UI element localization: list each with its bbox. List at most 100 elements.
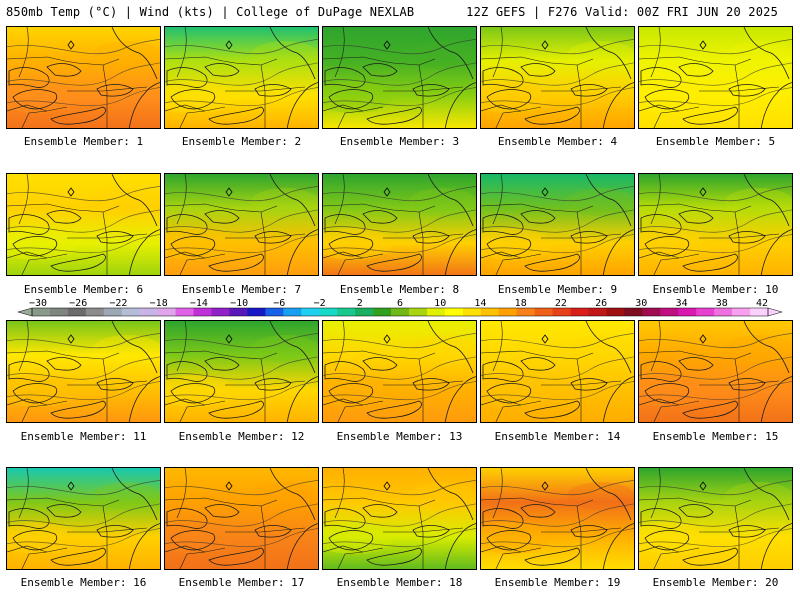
ensemble-member-map xyxy=(164,320,319,423)
station-marker-icon xyxy=(699,334,707,344)
station-marker-icon xyxy=(699,40,707,50)
temperature-field xyxy=(165,27,318,128)
temperature-field xyxy=(639,27,792,128)
colorbar-swatch xyxy=(283,308,302,316)
colorbar-swatch xyxy=(301,308,320,316)
map-outlines xyxy=(481,174,634,275)
height-contours xyxy=(639,479,792,548)
station-marker-icon xyxy=(383,187,391,197)
colorbar-swatch xyxy=(157,308,177,316)
colorbar-min-arrow xyxy=(17,307,33,317)
ensemble-member-map xyxy=(322,26,477,129)
height-contours xyxy=(323,332,476,401)
ensemble-member-label: Ensemble Member: 4 xyxy=(497,135,618,148)
station-marker-icon xyxy=(225,481,233,491)
model-run-info: 12Z GEFS | F276 Valid: 00Z FRI JUN 20 20… xyxy=(466,5,778,19)
map-outlines xyxy=(481,321,634,422)
colorbar-tick-label: −18 xyxy=(150,298,168,309)
temperature-field xyxy=(7,321,160,422)
colorbar-tick-label: 22 xyxy=(555,298,567,309)
station-marker-icon xyxy=(541,187,549,197)
station-marker-icon xyxy=(383,40,391,50)
colorbar-swatch xyxy=(193,308,212,316)
colorbar-swatch xyxy=(552,308,571,316)
colorbar-tick-label: −2 xyxy=(314,298,326,309)
ensemble-member-label: Ensemble Member: 11 xyxy=(20,430,147,443)
ensemble-member-map xyxy=(6,173,161,276)
colorbar-tick-label: −22 xyxy=(109,298,127,309)
ensemble-member-map xyxy=(322,467,477,570)
colorbar-swatch xyxy=(319,308,338,316)
height-contours xyxy=(165,479,318,548)
colorbar-tick-label: −30 xyxy=(29,298,47,309)
ensemble-member-label: Ensemble Member: 3 xyxy=(339,135,460,148)
colorbar-tick-label: −6 xyxy=(273,298,285,309)
colorbar-swatch xyxy=(391,308,410,316)
colorbar-tick-label: −10 xyxy=(230,298,248,309)
colorbar-tick-label: 18 xyxy=(515,298,527,309)
colorbar-swatch xyxy=(516,308,536,316)
ensemble-member-label: Ensemble Member: 8 xyxy=(339,283,460,296)
ensemble-member-label: Ensemble Member: 6 xyxy=(23,283,144,296)
ensemble-member-label: Ensemble Member: 15 xyxy=(652,430,779,443)
ensemble-member-map xyxy=(480,467,635,570)
map-outlines xyxy=(639,468,792,569)
colorbar-tick-label: 26 xyxy=(595,298,607,309)
station-marker-icon xyxy=(225,40,233,50)
colorbar-swatch xyxy=(121,308,141,316)
map-outlines xyxy=(639,174,792,275)
height-contours xyxy=(165,38,318,107)
station-marker-icon xyxy=(225,334,233,344)
map-outlines xyxy=(481,27,634,128)
colorbar-swatch xyxy=(247,308,266,316)
colorbar-swatch xyxy=(714,308,733,316)
station-marker-icon xyxy=(67,40,75,50)
colorbar-tick-label: 14 xyxy=(474,298,486,309)
colorbar-swatch xyxy=(462,308,482,316)
colorbar-swatch xyxy=(498,308,518,316)
colorbar-swatch xyxy=(355,308,374,316)
temperature-field xyxy=(639,321,792,422)
ensemble-member-label: Ensemble Member: 2 xyxy=(181,135,302,148)
height-contours xyxy=(165,185,318,254)
map-outlines xyxy=(481,468,634,569)
ensemble-member-label: Ensemble Member: 12 xyxy=(178,430,305,443)
ensemble-member-label: Ensemble Member: 18 xyxy=(336,576,463,589)
height-contours xyxy=(481,332,634,401)
height-contours xyxy=(481,185,634,254)
colorbar-tick-label: 30 xyxy=(635,298,647,309)
station-marker-icon xyxy=(699,481,707,491)
ensemble-member-label: Ensemble Member: 1 xyxy=(23,135,144,148)
colorbar-tick-label: 38 xyxy=(716,298,728,309)
ensemble-member-label: Ensemble Member: 14 xyxy=(494,430,621,443)
station-marker-icon xyxy=(541,40,549,50)
map-outlines xyxy=(323,27,476,128)
height-contours xyxy=(323,185,476,254)
ensemble-member-label: Ensemble Member: 13 xyxy=(336,430,463,443)
colorbar-tick-label: 10 xyxy=(434,298,446,309)
temperature-field xyxy=(323,174,476,275)
map-outlines xyxy=(7,321,160,422)
colorbar-tick-label: 6 xyxy=(397,298,403,309)
map-outlines xyxy=(7,174,160,275)
colorbar-swatch xyxy=(373,308,392,316)
colorbar-swatch xyxy=(408,308,428,316)
station-marker-icon xyxy=(541,481,549,491)
station-marker-icon xyxy=(383,481,391,491)
temperature-field xyxy=(481,174,634,275)
colorbar-swatch xyxy=(642,308,661,316)
colorbar-tick-label: −26 xyxy=(69,298,87,309)
map-outlines xyxy=(165,321,318,422)
height-contours xyxy=(481,479,634,548)
colorbar-swatch xyxy=(139,308,159,316)
colorbar-swatch xyxy=(696,308,715,316)
station-marker-icon xyxy=(67,334,75,344)
height-contours xyxy=(481,38,634,107)
ensemble-member-map xyxy=(322,173,477,276)
station-marker-icon xyxy=(67,187,75,197)
ensemble-member-label: Ensemble Member: 19 xyxy=(494,576,621,589)
ensemble-member-map xyxy=(6,320,161,423)
height-contours xyxy=(639,185,792,254)
station-marker-icon xyxy=(225,187,233,197)
height-contours xyxy=(7,332,160,401)
